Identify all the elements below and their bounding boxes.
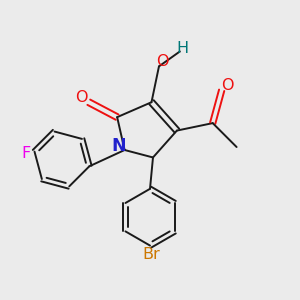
Text: O: O [75,90,88,105]
Text: Br: Br [142,247,160,262]
Text: F: F [21,146,30,160]
Text: O: O [156,54,168,69]
Text: O: O [221,78,234,93]
Text: H: H [177,41,189,56]
Text: N: N [111,136,126,154]
